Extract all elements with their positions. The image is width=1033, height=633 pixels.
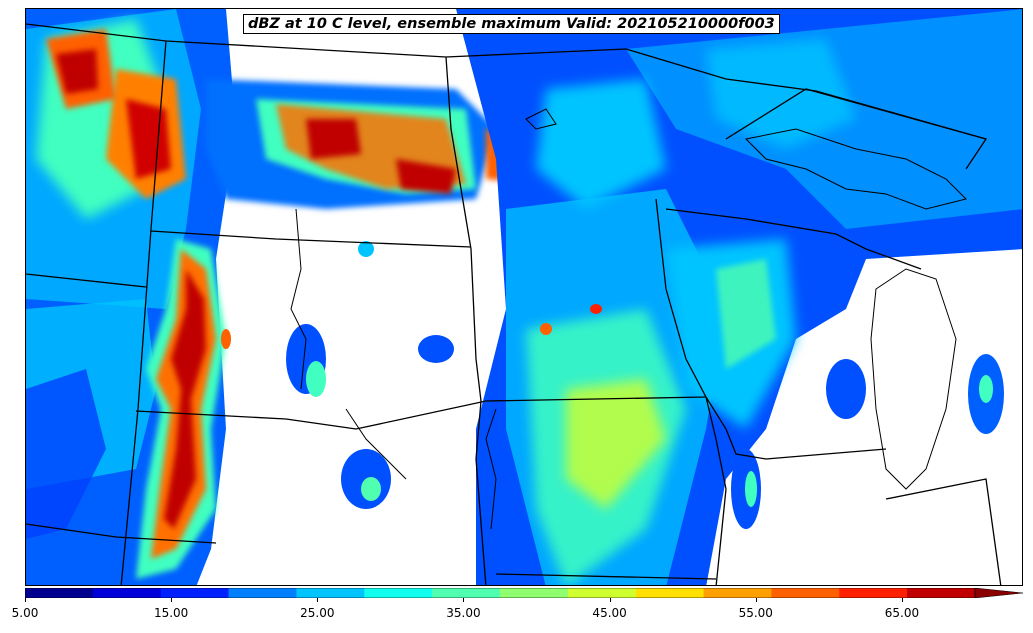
- scattered-cells: [221, 241, 1004, 529]
- colorbar-segment: [839, 588, 908, 598]
- map-panel: [25, 8, 1023, 586]
- colorbar-tick: [463, 598, 465, 602]
- colorbar-tick-label: 55.00: [738, 606, 773, 620]
- water-outlines: [290, 108, 967, 530]
- colorbar-tick-label: 35.00: [446, 606, 481, 620]
- colorbar-segment: [432, 588, 501, 598]
- colorbar-tick-label: 65.00: [884, 606, 920, 620]
- colorbar-segment: [567, 588, 637, 598]
- colorbar-segment: [703, 588, 772, 598]
- colorbar-segment: [92, 588, 162, 598]
- colorbar-extend-arrow: [974, 588, 1023, 598]
- political-boundaries: [26, 23, 1002, 585]
- colorbar-tick: [901, 598, 903, 602]
- reflectivity-map: [26, 9, 1022, 585]
- colorbar-tick: [317, 598, 319, 602]
- colorbar-segment: [364, 588, 433, 598]
- colorbar-tick-label: 25.00: [300, 606, 335, 620]
- colorbar: [25, 588, 1023, 598]
- colorbar-tick: [755, 598, 757, 602]
- colorbar-segment: [907, 588, 976, 598]
- colorbar-segment: [500, 588, 569, 598]
- colorbar-tick-label: 5.00: [11, 606, 39, 620]
- colorbar-segment: [228, 588, 297, 598]
- map-title: dBZ at 10 C level, ensemble maximum Vali…: [243, 14, 780, 34]
- echo-field-east: [456, 9, 1022, 585]
- colorbar-segment: [25, 588, 94, 598]
- colorbar-segment: [635, 588, 705, 598]
- colorbar-tick: [25, 598, 26, 602]
- echo-field-west: [26, 9, 236, 585]
- lake-michigan: [870, 268, 957, 490]
- colorbar-tick-label: 45.00: [592, 606, 627, 620]
- colorbar-tick: [609, 598, 611, 602]
- colorbar-tick-label: 15.00: [153, 606, 189, 620]
- colorbar-tick: [171, 598, 173, 602]
- colorbar-segment: [296, 588, 365, 598]
- colorbar-segment: [771, 588, 840, 598]
- colorbar-segment: [160, 588, 230, 598]
